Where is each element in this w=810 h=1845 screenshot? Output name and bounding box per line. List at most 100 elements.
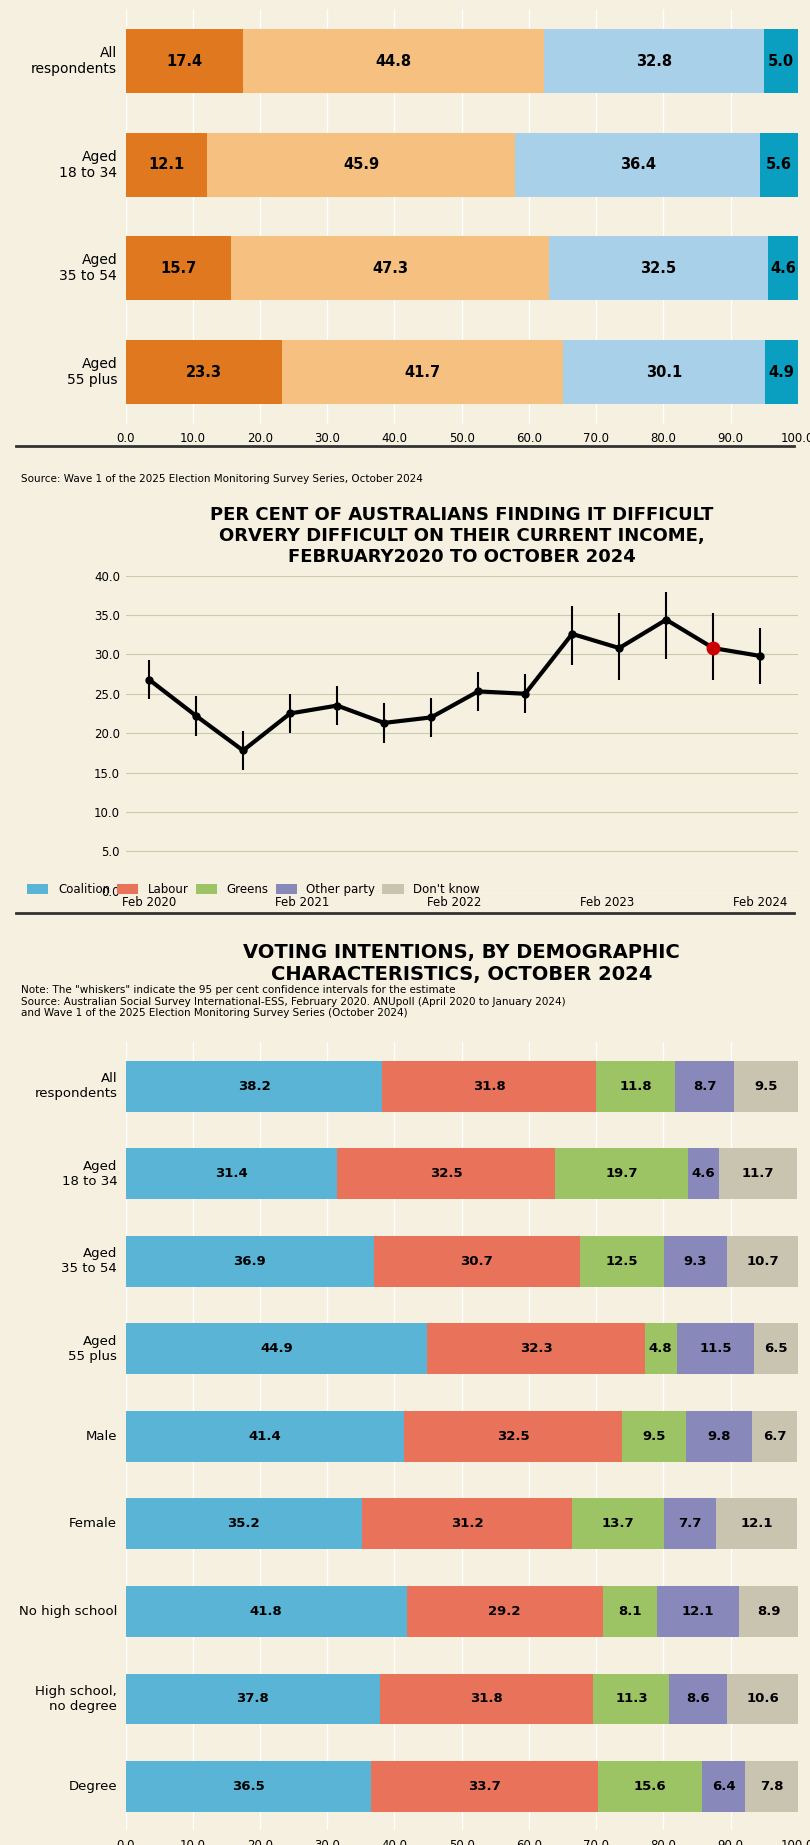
Text: 19.7: 19.7 <box>605 1168 637 1181</box>
Bar <box>752 1411 797 1461</box>
Bar <box>549 236 768 301</box>
Text: 44.9: 44.9 <box>260 1343 293 1356</box>
Bar <box>664 1498 716 1550</box>
Text: 36.4: 36.4 <box>620 157 656 172</box>
Bar <box>669 1673 727 1725</box>
Text: 41.4: 41.4 <box>249 1430 281 1443</box>
Bar <box>676 1061 734 1111</box>
Bar <box>572 1498 664 1550</box>
Text: 38.2: 38.2 <box>237 1079 271 1092</box>
Text: 23.3: 23.3 <box>185 365 222 380</box>
Bar <box>603 1587 658 1637</box>
Text: 31.8: 31.8 <box>470 1692 503 1705</box>
Text: 9.3: 9.3 <box>684 1255 707 1268</box>
Text: 12.1: 12.1 <box>740 1517 773 1530</box>
Text: 10.6: 10.6 <box>747 1692 779 1705</box>
Bar <box>598 1762 702 1812</box>
Bar <box>126 1762 371 1812</box>
Text: 31.2: 31.2 <box>451 1517 484 1530</box>
Text: 11.7: 11.7 <box>742 1168 774 1181</box>
Bar <box>563 339 765 404</box>
Text: 5.0: 5.0 <box>768 54 794 68</box>
Text: 36.5: 36.5 <box>232 1780 265 1793</box>
Text: 32.3: 32.3 <box>519 1343 552 1356</box>
Text: 8.7: 8.7 <box>693 1079 717 1092</box>
Text: 10.7: 10.7 <box>746 1255 779 1268</box>
Text: 45.9: 45.9 <box>343 157 379 172</box>
Bar <box>580 1236 664 1286</box>
Text: 4.6: 4.6 <box>770 260 796 277</box>
Bar <box>231 236 549 301</box>
Bar <box>702 1762 745 1812</box>
Text: 12.1: 12.1 <box>148 157 185 172</box>
Text: 13.7: 13.7 <box>602 1517 634 1530</box>
Title: PER CENT OF AUSTRALIANS FINDING IT DIFFICULT
ORVERY DIFFICULT ON THEIR CURRENT I: PER CENT OF AUSTRALIANS FINDING IT DIFFI… <box>210 506 714 566</box>
Text: 7.7: 7.7 <box>678 1517 701 1530</box>
Text: 33.7: 33.7 <box>468 1780 501 1793</box>
Text: 41.7: 41.7 <box>404 365 441 380</box>
Bar <box>126 1587 407 1637</box>
Bar <box>126 133 207 197</box>
Bar <box>645 1323 677 1375</box>
Bar <box>686 1411 752 1461</box>
Title: VOTING INTENTIONS, BY DEMOGRAPHIC
CHARACTERISTICS, OCTOBER 2024: VOTING INTENTIONS, BY DEMOGRAPHIC CHARAC… <box>243 943 680 983</box>
Text: 9.5: 9.5 <box>754 1079 778 1092</box>
Text: 6.5: 6.5 <box>765 1343 788 1356</box>
Bar <box>126 236 231 301</box>
Text: 35.2: 35.2 <box>228 1517 260 1530</box>
Text: 31.4: 31.4 <box>215 1168 248 1181</box>
Bar <box>126 1148 337 1199</box>
Bar <box>596 1061 676 1111</box>
Text: 8.9: 8.9 <box>757 1605 780 1618</box>
Text: 30.7: 30.7 <box>460 1255 493 1268</box>
Bar <box>380 1673 594 1725</box>
Bar <box>373 1236 580 1286</box>
Text: 7.8: 7.8 <box>760 1780 783 1793</box>
Bar <box>739 1587 799 1637</box>
Bar <box>658 1587 739 1637</box>
Text: 41.8: 41.8 <box>249 1605 283 1618</box>
Bar <box>765 339 798 404</box>
Bar <box>371 1762 598 1812</box>
Bar <box>126 1061 382 1111</box>
Bar <box>688 1148 718 1199</box>
Bar <box>407 1587 603 1637</box>
Text: 4.8: 4.8 <box>649 1343 672 1356</box>
Text: 4.9: 4.9 <box>769 365 795 380</box>
Bar <box>594 1673 669 1725</box>
Bar <box>126 30 242 94</box>
Bar <box>362 1498 572 1550</box>
Bar <box>677 1323 754 1375</box>
Text: 15.7: 15.7 <box>160 260 197 277</box>
Bar <box>382 1061 596 1111</box>
Bar <box>207 133 515 197</box>
Bar <box>745 1762 798 1812</box>
Text: 8.1: 8.1 <box>618 1605 642 1618</box>
Text: 32.5: 32.5 <box>497 1430 530 1443</box>
Text: 4.6: 4.6 <box>691 1168 715 1181</box>
Bar <box>242 30 544 94</box>
Bar <box>664 1236 727 1286</box>
Text: 36.9: 36.9 <box>233 1255 266 1268</box>
Bar <box>126 1236 373 1286</box>
Text: 47.3: 47.3 <box>372 260 408 277</box>
Bar <box>754 1323 798 1375</box>
Text: 44.8: 44.8 <box>375 54 411 68</box>
Text: 9.5: 9.5 <box>642 1430 666 1443</box>
Bar <box>734 1061 798 1111</box>
Bar <box>555 1148 688 1199</box>
Text: 11.3: 11.3 <box>615 1692 648 1705</box>
Bar <box>716 1498 797 1550</box>
Bar <box>404 1411 622 1461</box>
Text: 32.5: 32.5 <box>640 260 676 277</box>
Bar <box>515 133 761 197</box>
Bar <box>428 1323 645 1375</box>
Bar <box>337 1148 555 1199</box>
Text: Note: The "whiskers" indicate the 95 per cent confidence intervals for the estim: Note: The "whiskers" indicate the 95 per… <box>21 985 566 1018</box>
Text: 32.5: 32.5 <box>429 1168 463 1181</box>
Text: 6.4: 6.4 <box>712 1780 735 1793</box>
Text: 5.6: 5.6 <box>766 157 792 172</box>
Bar <box>727 1673 799 1725</box>
Bar <box>126 339 282 404</box>
Text: Source: Wave 1 of the 2025 Election Monitoring Survey Series, October 2024: Source: Wave 1 of the 2025 Election Moni… <box>21 474 423 483</box>
